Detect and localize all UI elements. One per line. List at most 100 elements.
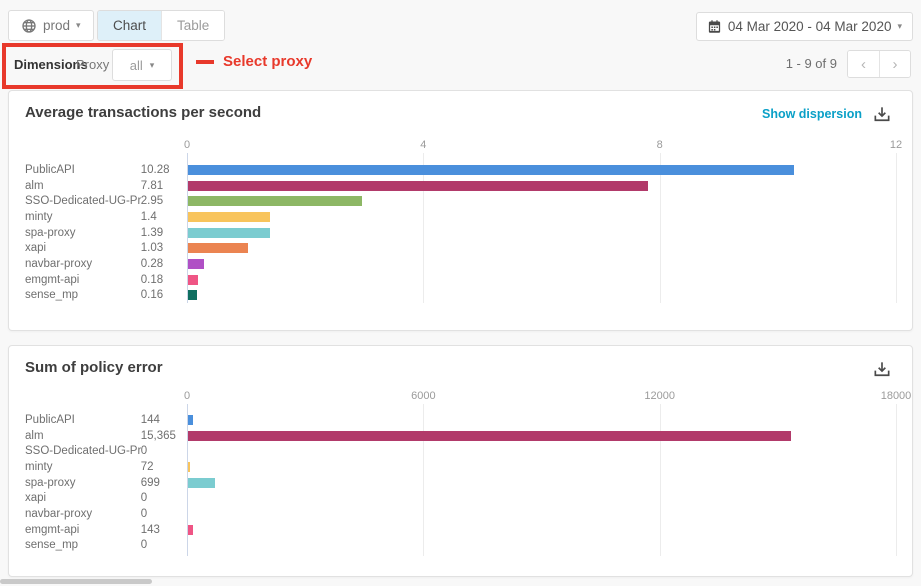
- bar[interactable]: [187, 430, 792, 441]
- chart-row: alm 7.81: [9, 178, 894, 194]
- annotation-text: Select proxy: [223, 53, 313, 70]
- axis-tick-label: 4: [420, 139, 427, 151]
- tab-chart[interactable]: Chart: [98, 11, 162, 40]
- category-value: 10.28: [140, 163, 170, 176]
- axis-tick-label: 12: [889, 139, 903, 151]
- bar[interactable]: [187, 258, 205, 269]
- category-value: 15,365: [140, 429, 176, 442]
- chart-rows: PublicAPI 144 alm 15,365 SSO-Dedicated-UG-Pr…: [9, 412, 894, 553]
- dimensions-label: Dimensions: [14, 57, 88, 72]
- category-label: navbar-proxy: [25, 507, 93, 520]
- category-label: minty: [25, 210, 53, 223]
- category-label: navbar-proxy: [25, 257, 93, 270]
- next-page-button[interactable]: ›: [879, 51, 910, 77]
- environment-label: prod: [43, 18, 71, 33]
- bar-area: [187, 443, 894, 459]
- caret-down-icon: ▾: [76, 20, 81, 30]
- bar[interactable]: [187, 180, 648, 191]
- download-icon[interactable]: [872, 103, 894, 125]
- category-value: 7.81: [140, 179, 164, 192]
- chart-gridlines: [187, 404, 897, 556]
- download-icon[interactable]: [872, 358, 894, 380]
- category-label: emgmt-api: [25, 273, 80, 286]
- tab-table[interactable]: Table: [161, 11, 225, 40]
- bar-area: [187, 459, 894, 475]
- chart-row: emgmt-api 143: [9, 522, 894, 538]
- bar[interactable]: [187, 243, 249, 254]
- pagination-controls: ‹ ›: [847, 50, 911, 78]
- chart-row: spa-proxy 1.39: [9, 225, 894, 241]
- calendar-icon: [707, 19, 722, 34]
- bar-area: [187, 193, 894, 209]
- bar-area: [187, 272, 894, 288]
- view-mode-tabs: Chart Table: [97, 10, 226, 41]
- gridline: [896, 404, 897, 556]
- chart-row: minty 72: [9, 459, 894, 475]
- horizontal-scrollbar-thumb[interactable]: [0, 579, 152, 584]
- category-label: PublicAPI: [25, 163, 75, 176]
- chart-row: SSO-Dedicated-UG-Pr... 2.95: [9, 193, 894, 209]
- category-value: 144: [140, 413, 160, 426]
- x-axis: 0 4 8 12: [184, 139, 902, 151]
- caret-down-icon: ▾: [149, 59, 155, 70]
- bar[interactable]: [187, 211, 271, 222]
- gridline: [423, 404, 425, 556]
- globe-icon: [21, 18, 37, 34]
- bar[interactable]: [187, 196, 362, 207]
- environment-selector[interactable]: prod ▾: [8, 10, 94, 41]
- bar-area: [187, 475, 894, 491]
- caret-down-icon: ▾: [897, 21, 902, 31]
- axis-tick-label: 12000: [644, 390, 675, 402]
- chart-row: navbar-proxy 0.28: [9, 256, 894, 272]
- proxy-select-dropdown[interactable]: all ▾: [112, 49, 172, 81]
- date-range-label: 04 Mar 2020 - 04 Mar 2020: [727, 19, 892, 34]
- category-label: spa-proxy: [25, 476, 76, 489]
- bar[interactable]: [187, 274, 199, 285]
- bar-area: [187, 225, 894, 241]
- gridline: [187, 404, 188, 556]
- bar[interactable]: [187, 227, 270, 238]
- bar-area: [187, 256, 894, 272]
- category-label: xapi: [25, 242, 47, 255]
- annotation-dash: [196, 59, 214, 64]
- bar-area: [187, 162, 894, 178]
- bar-area: [187, 538, 894, 554]
- bar-area: [187, 522, 894, 538]
- bar[interactable]: [187, 290, 198, 301]
- category-label: minty: [25, 460, 53, 473]
- category-value: 0.16: [140, 289, 164, 302]
- bar[interactable]: [187, 461, 191, 472]
- category-label: alm: [25, 179, 44, 192]
- category-label: sense_mp: [25, 289, 79, 302]
- chart-row: minty 1.4: [9, 209, 894, 225]
- category-value: 1.39: [140, 226, 164, 239]
- category-value: 0: [140, 445, 148, 458]
- chart-row: navbar-proxy 0: [9, 506, 894, 522]
- chart-row: spa-proxy 699: [9, 475, 894, 491]
- chart-card-avg-tps: Average transactions per second Show dis…: [8, 90, 913, 331]
- category-label: spa-proxy: [25, 226, 76, 239]
- chart-row: emgmt-api 0.18: [9, 272, 894, 288]
- gridline: [187, 153, 188, 303]
- bar-area: [187, 428, 894, 444]
- bar-area: [187, 240, 894, 256]
- show-dispersion-link[interactable]: Show dispersion: [761, 107, 862, 121]
- date-range-picker[interactable]: 04 Mar 2020 - 04 Mar 2020 ▾: [695, 12, 913, 41]
- bar[interactable]: [187, 524, 194, 535]
- bar[interactable]: [187, 477, 216, 488]
- gridline: [896, 153, 897, 303]
- axis-tick-label: 8: [656, 139, 663, 151]
- bar[interactable]: [187, 414, 194, 425]
- gridline: [659, 404, 661, 556]
- category-value: 1.03: [140, 242, 164, 255]
- bar[interactable]: [187, 164, 794, 175]
- category-label: alm: [25, 429, 44, 442]
- category-label: SSO-Dedicated-UG-Pr...: [25, 195, 141, 208]
- x-axis: 0 6000 12000 18000: [184, 390, 911, 402]
- gridline: [423, 153, 425, 303]
- chart-gridlines: [187, 153, 897, 303]
- chart-row: sense_mp 0: [9, 538, 894, 554]
- category-value: 0.28: [140, 257, 164, 270]
- prev-page-button[interactable]: ‹: [848, 51, 879, 77]
- category-label: xapi: [25, 492, 47, 505]
